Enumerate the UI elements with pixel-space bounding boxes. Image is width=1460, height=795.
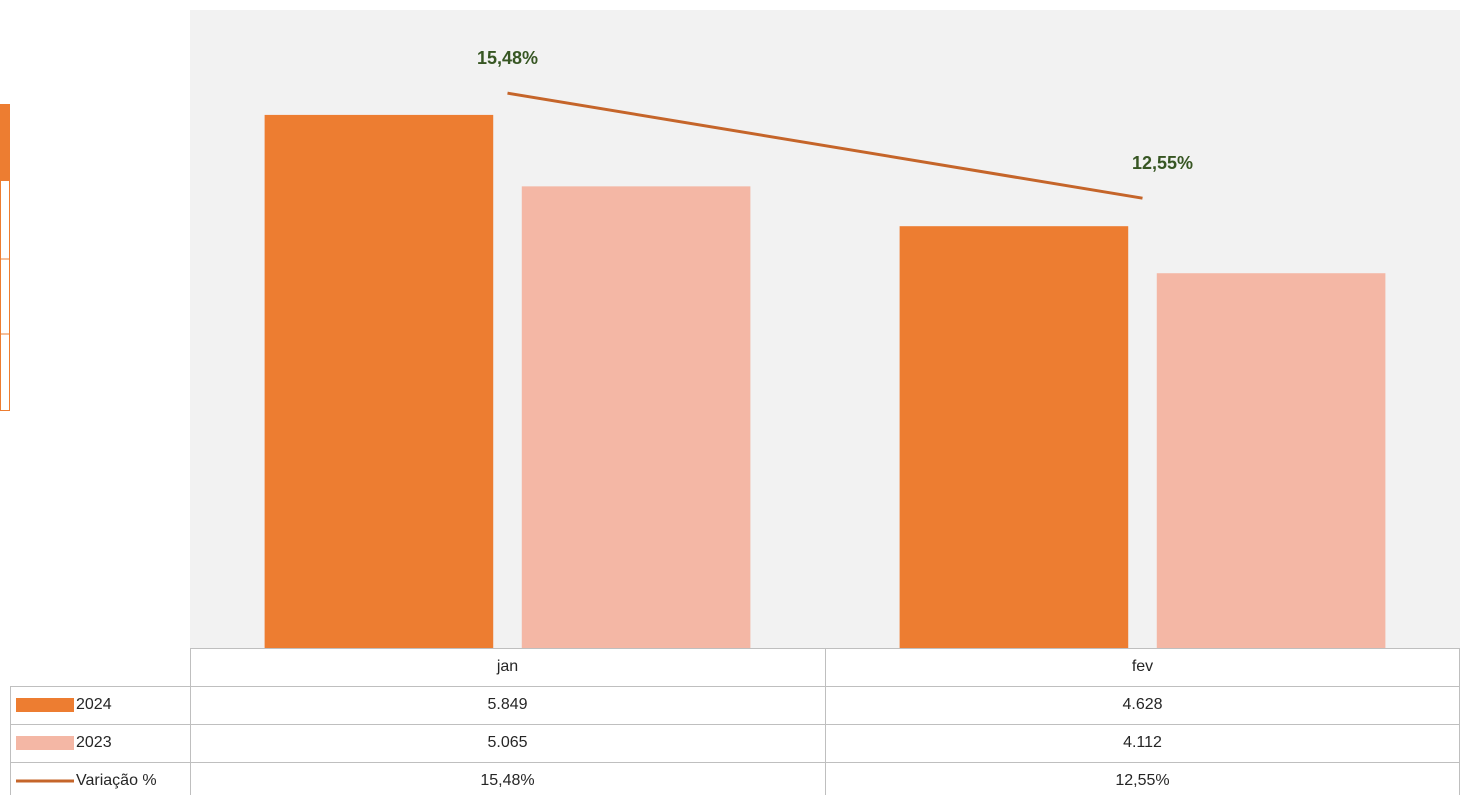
legend-label: 2023 bbox=[76, 734, 112, 751]
bar bbox=[1156, 273, 1386, 648]
line bbox=[507, 91, 1143, 200]
legend-label: 2024 bbox=[76, 696, 112, 713]
table-cell: 12,55% bbox=[1115, 772, 1169, 789]
bar bbox=[899, 226, 1129, 648]
table-cell: 15,48% bbox=[480, 772, 534, 789]
x-tick-label: fev bbox=[1132, 658, 1153, 675]
table-cell: 5.065 bbox=[487, 734, 527, 751]
legend-key bbox=[16, 736, 74, 750]
bar bbox=[264, 114, 494, 649]
side-table bbox=[0, 180, 10, 411]
side-table-header bbox=[0, 104, 10, 180]
legend-key bbox=[16, 698, 74, 712]
data-label: 15,48% bbox=[477, 48, 538, 68]
bar bbox=[521, 186, 751, 648]
table-cell: 5.849 bbox=[487, 696, 527, 713]
table-cell: 4.112 bbox=[1123, 734, 1162, 751]
legend-label: Variação % bbox=[76, 772, 157, 789]
x-tick-label: jan bbox=[496, 658, 518, 675]
data-label: 12,55% bbox=[1132, 153, 1193, 173]
table-cell: 4.628 bbox=[1122, 696, 1162, 713]
